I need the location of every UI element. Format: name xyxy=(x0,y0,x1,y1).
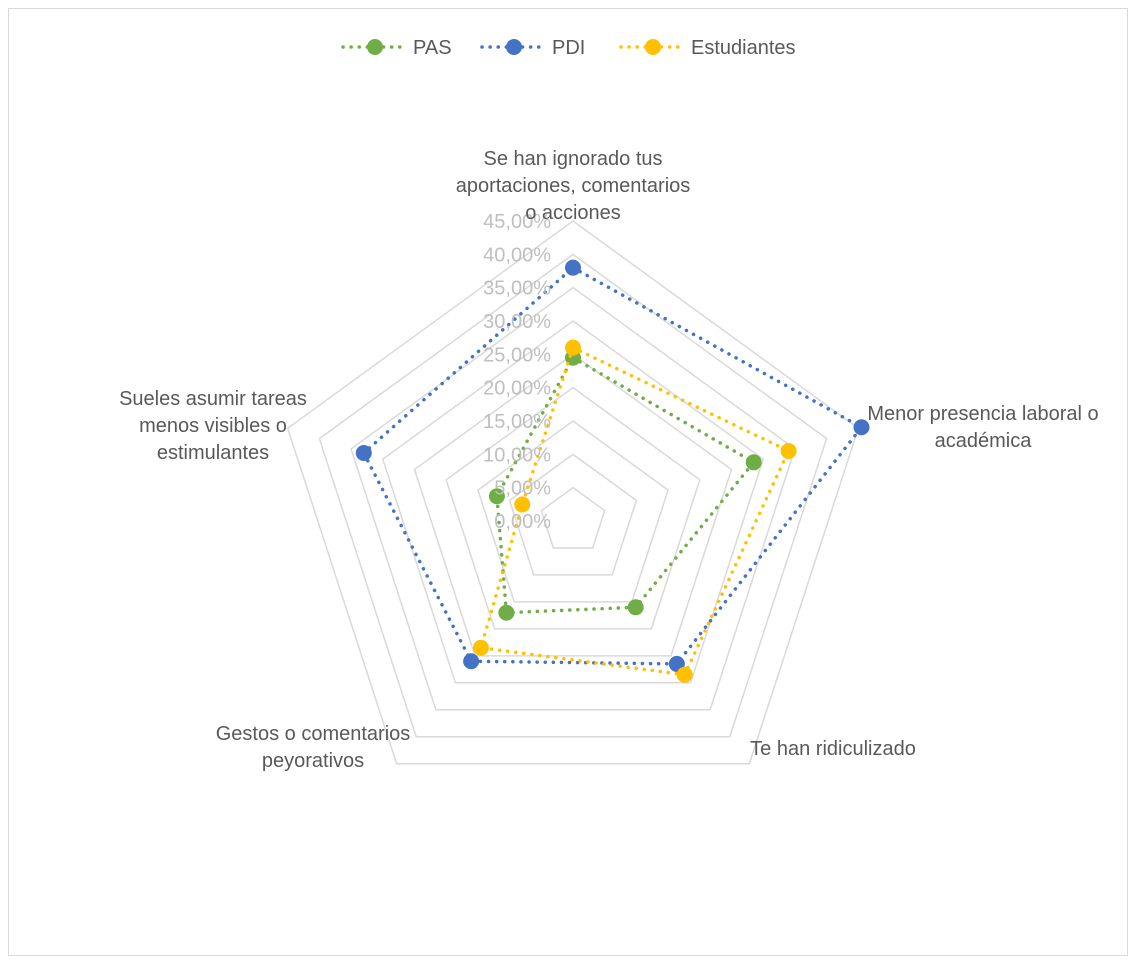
tick-label: 25,00% xyxy=(483,344,551,366)
tick-label: 20,00% xyxy=(483,378,551,400)
data-point xyxy=(627,599,644,616)
tick-label: 45,00% xyxy=(483,211,551,233)
series-layer xyxy=(355,259,870,683)
category-label: Te han ridiculizado xyxy=(750,738,916,760)
tick-label: 40,00% xyxy=(483,244,551,266)
series-pdi xyxy=(355,259,870,672)
data-point xyxy=(780,442,797,459)
legend-item-pas: PAS xyxy=(341,37,452,59)
data-point xyxy=(565,339,581,356)
legend: PAS PDI Estudiantes xyxy=(341,37,796,59)
series-line xyxy=(478,345,791,677)
data-point xyxy=(514,496,531,513)
grid-ring xyxy=(381,320,765,684)
series-line xyxy=(495,355,757,615)
legend-label: PAS xyxy=(413,37,452,59)
grid-ring xyxy=(350,286,796,711)
tick-label: 5,00% xyxy=(494,478,551,500)
category-label: Sueles asumir tareas menos visibles o esti… xyxy=(119,388,307,464)
category-label: Se han ignorado tus aportaciones, comenta… xyxy=(456,148,691,224)
tick-label: 10,00% xyxy=(483,444,551,466)
grid-ring xyxy=(477,420,669,603)
data-point xyxy=(565,259,581,276)
legend-marker xyxy=(506,39,522,55)
grid-ring xyxy=(445,386,701,630)
grid-ring xyxy=(286,220,860,765)
data-point xyxy=(488,488,505,505)
legend-marker xyxy=(367,39,383,55)
series-estudiantes xyxy=(472,339,797,683)
legend-item-pdi: PDI xyxy=(480,37,585,59)
grid-ring xyxy=(540,486,606,549)
data-point xyxy=(745,454,762,471)
legend-label: PDI xyxy=(552,37,585,59)
grid-ring xyxy=(508,453,638,576)
data-point xyxy=(853,419,870,436)
data-point xyxy=(498,604,515,621)
grid-ring xyxy=(413,353,733,657)
data-point xyxy=(676,666,693,683)
tick-label: 35,00% xyxy=(483,278,551,300)
chart-area: PAS PDI Estudiantes 0,00% 5,00% 10,00% 15,00%… xyxy=(8,8,1128,956)
radar-chart: PAS PDI Estudiantes 0,00% 5,00% 10,00% 15,00%… xyxy=(119,37,1099,772)
tick-label: 15,00% xyxy=(483,411,551,433)
tick-labels: 0,00% 5,00% 10,00% 15,00% 20,00% 25,00% 30,00%… xyxy=(483,211,551,533)
data-point xyxy=(472,639,489,656)
category-label: Gestos o comentarios peyorativos xyxy=(216,723,411,772)
legend-item-estudiantes: Estudiantes xyxy=(619,37,796,59)
legend-label: Estudiantes xyxy=(691,37,796,59)
data-point xyxy=(463,653,480,670)
legend-marker xyxy=(645,39,661,55)
radar-grid xyxy=(286,220,860,765)
category-label: Menor presencia laboral o académica xyxy=(867,403,1098,452)
tick-label: 30,00% xyxy=(483,311,551,333)
tick-label: 0,00% xyxy=(494,511,551,533)
data-point xyxy=(355,445,372,462)
series-line xyxy=(361,265,865,666)
grid-ring xyxy=(318,253,828,738)
category-labels: Se han ignorado tus aportaciones, comenta… xyxy=(119,148,1099,772)
